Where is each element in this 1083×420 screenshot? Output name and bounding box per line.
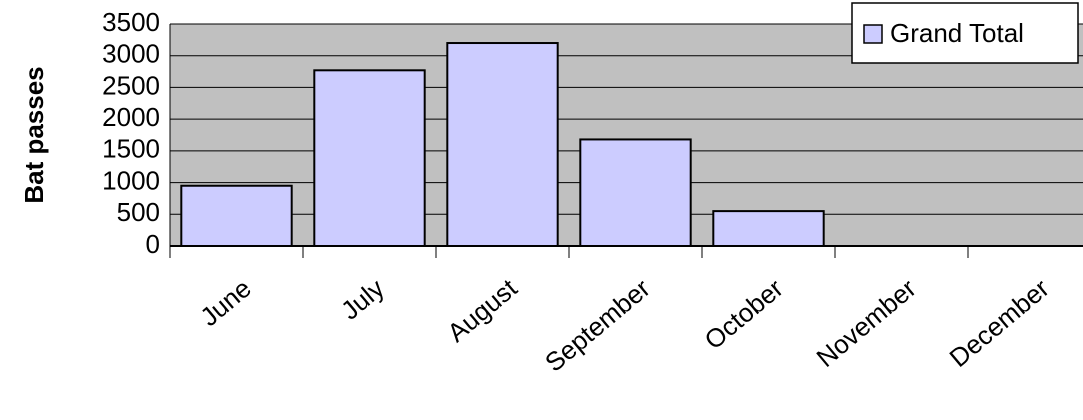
bar: [180, 184, 293, 247]
legend-box: [851, 2, 1079, 64]
x-tick-label: October: [699, 273, 789, 356]
x-tick-label: December: [944, 273, 1055, 373]
y-tick-label: 0: [146, 229, 160, 259]
y-tick-label: 2500: [102, 70, 160, 100]
bar: [446, 42, 559, 248]
x-tick-label: June: [194, 273, 256, 332]
y-axis-label: Bat passes: [19, 66, 49, 203]
y-tick-label: 3500: [102, 7, 160, 37]
legend-swatch: [863, 24, 883, 44]
x-tick-label: September: [539, 273, 656, 378]
legend-label: Grand Total: [890, 18, 1024, 48]
y-tick-label: 500: [117, 197, 160, 227]
y-tick-label: 2000: [102, 102, 160, 132]
y-tick-label: 1500: [102, 134, 160, 164]
bar: [712, 210, 825, 248]
x-tick-label: July: [335, 273, 390, 326]
y-tick-label: 3000: [102, 39, 160, 69]
bar: [313, 69, 426, 247]
x-tick-label: August: [441, 272, 523, 348]
bar: [579, 138, 692, 247]
x-tick-label: November: [811, 273, 922, 373]
y-tick-label: 1000: [102, 165, 160, 195]
